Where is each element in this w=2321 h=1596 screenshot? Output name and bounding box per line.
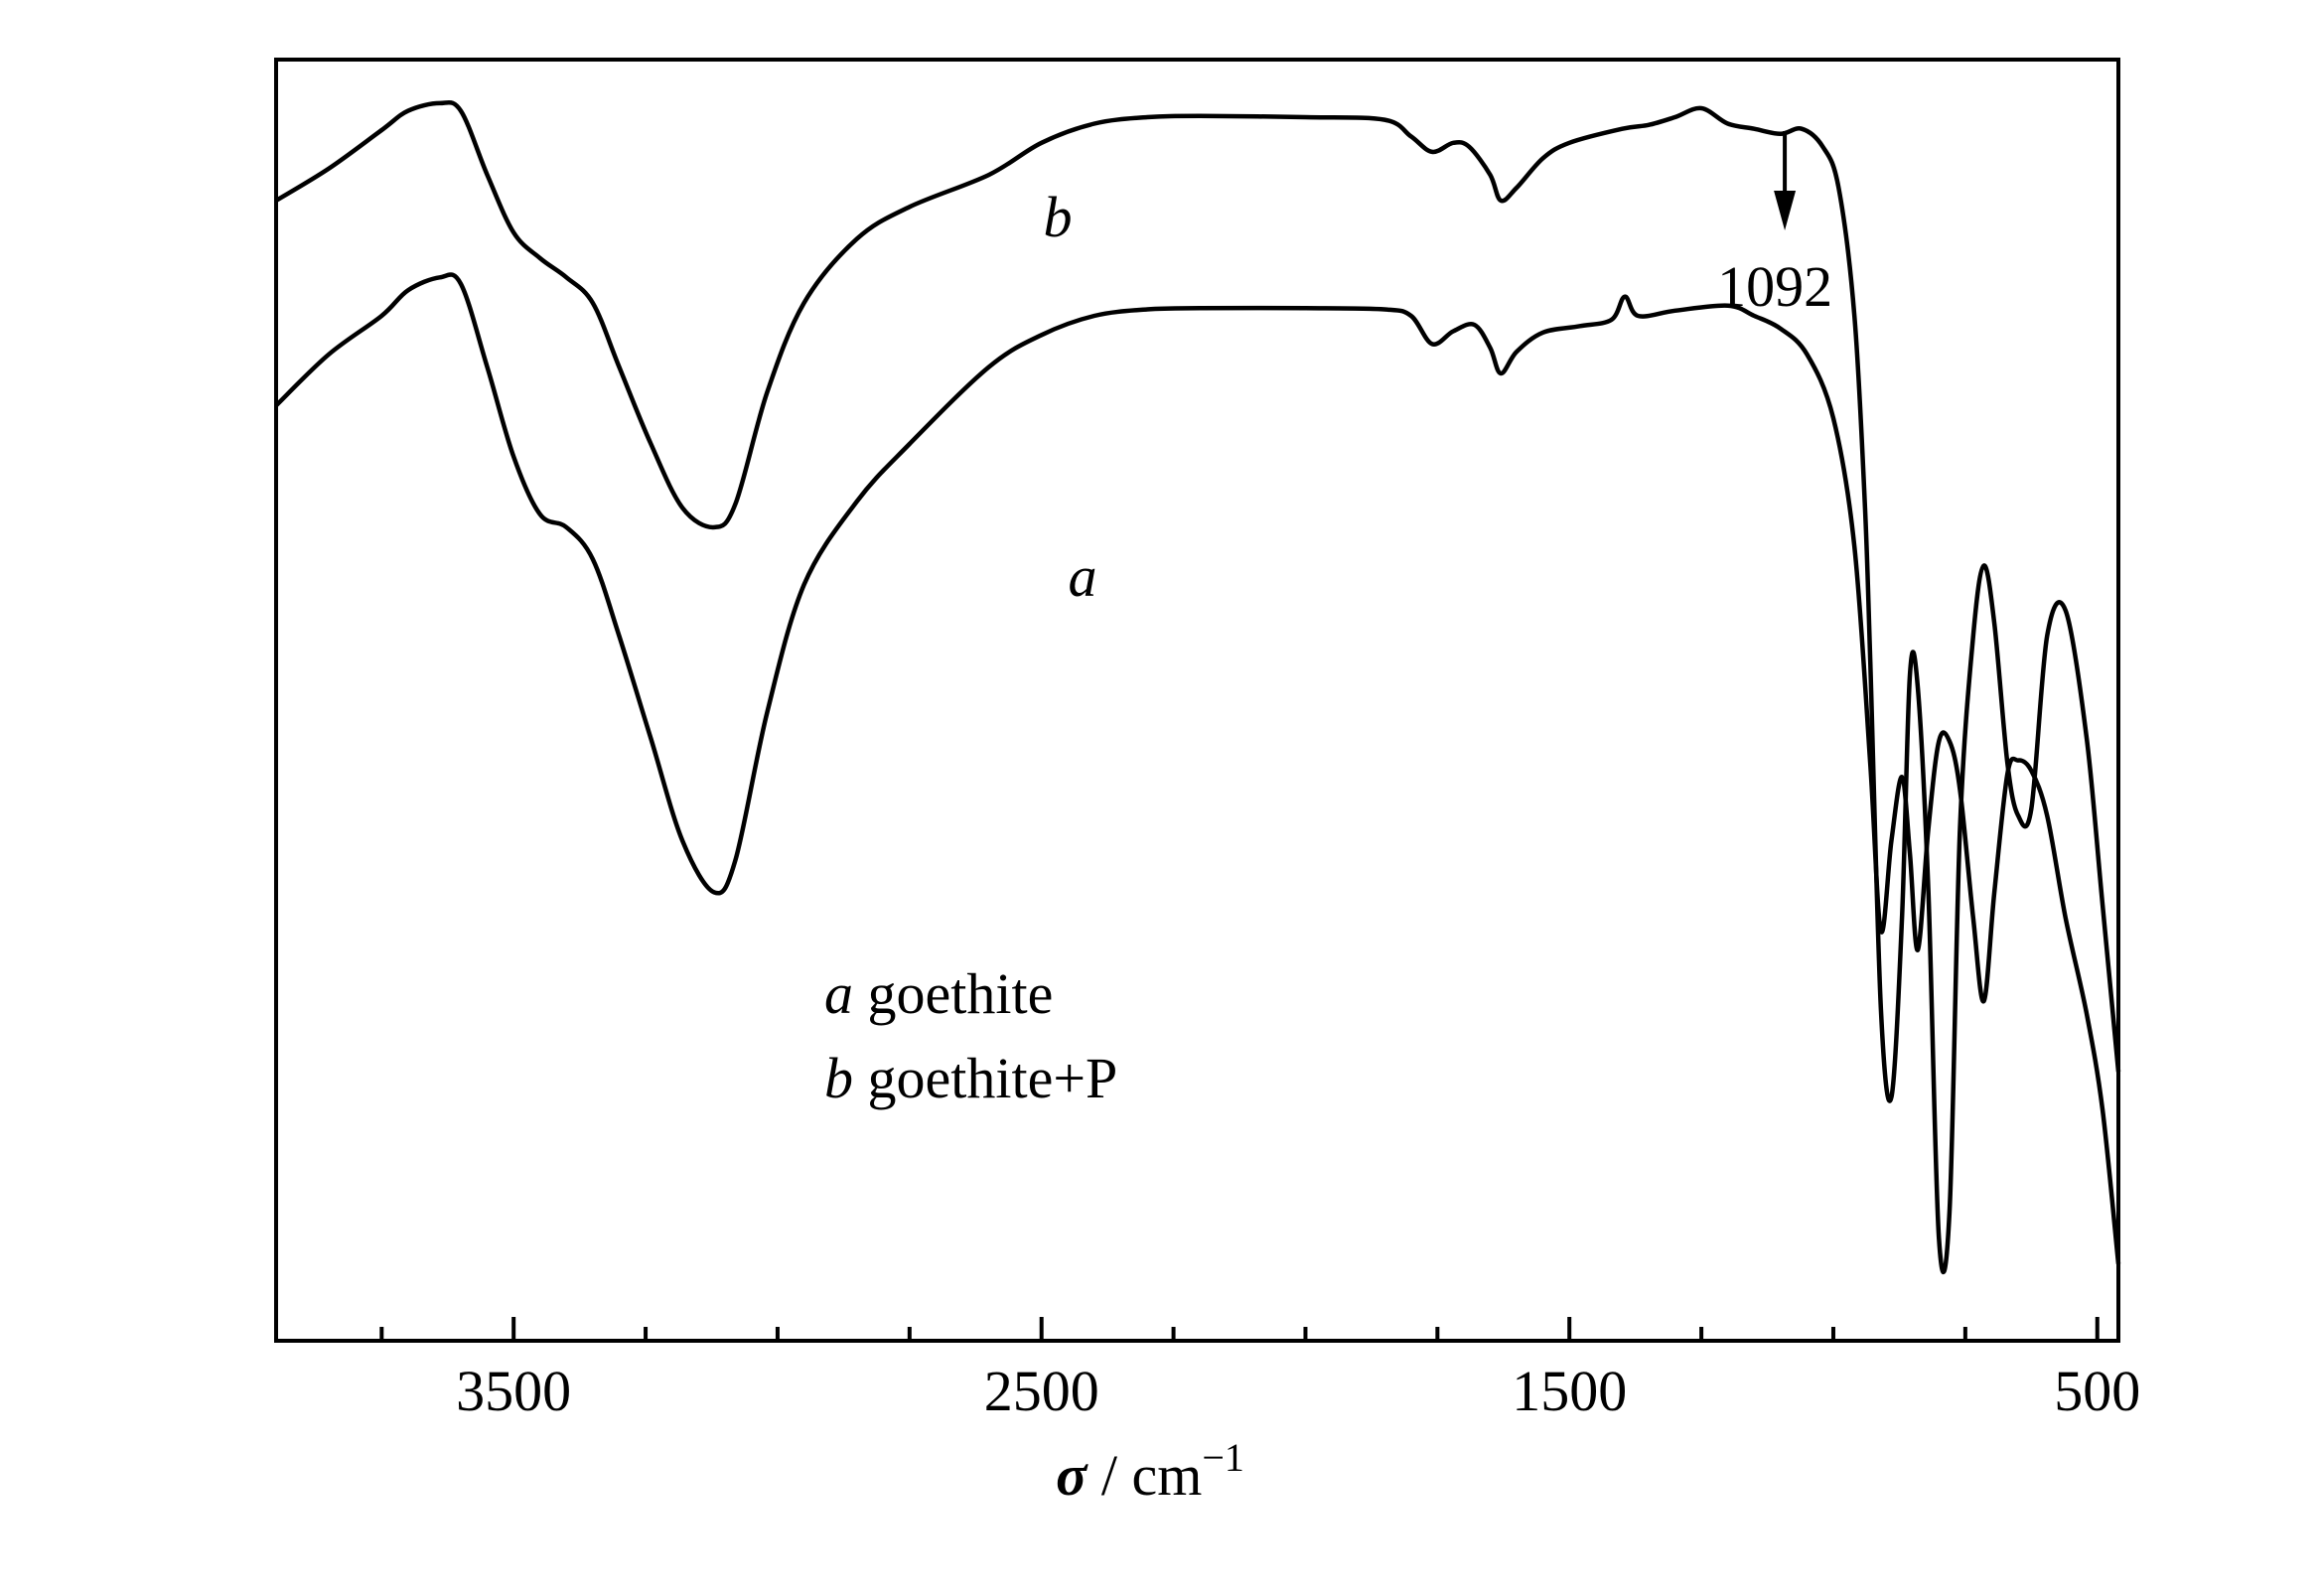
x-axis-exponent: −1 bbox=[1202, 1435, 1244, 1480]
legend-key-b: b bbox=[824, 1046, 853, 1110]
series-line-b bbox=[274, 99, 2121, 1275]
annotation-arrowhead bbox=[1774, 191, 1797, 230]
series-line-a bbox=[274, 272, 2121, 1264]
x-tick-label: 3500 bbox=[456, 1359, 571, 1423]
x-axis-label: σ / cm−1 bbox=[1056, 1435, 1244, 1508]
x-ticks: 3500 2500 1500 500 bbox=[379, 1317, 2140, 1423]
x-tick-label: 2500 bbox=[984, 1359, 1099, 1423]
legend-entry-a: a goethite bbox=[824, 961, 1053, 1026]
x-tick-label: 1500 bbox=[1512, 1359, 1627, 1423]
x-axis-symbol: σ bbox=[1056, 1443, 1088, 1508]
legend-key-a: a bbox=[824, 961, 853, 1026]
x-tick-label: 500 bbox=[2054, 1359, 2140, 1423]
legend-text-b: goethite+P bbox=[853, 1046, 1117, 1110]
legend-text-a: goethite bbox=[853, 961, 1053, 1026]
annotation-text: 1092 bbox=[1717, 254, 1832, 319]
annotation-1092: 1092 bbox=[1717, 131, 1832, 319]
curve-label-b: b bbox=[1044, 185, 1073, 249]
series-layer bbox=[274, 99, 2121, 1275]
legend-entry-b: b goethite+P bbox=[824, 1046, 1117, 1110]
curve-label-a: a bbox=[1069, 544, 1097, 609]
plot-frame bbox=[274, 58, 2120, 1343]
x-axis-unit: / cm bbox=[1087, 1443, 1202, 1508]
